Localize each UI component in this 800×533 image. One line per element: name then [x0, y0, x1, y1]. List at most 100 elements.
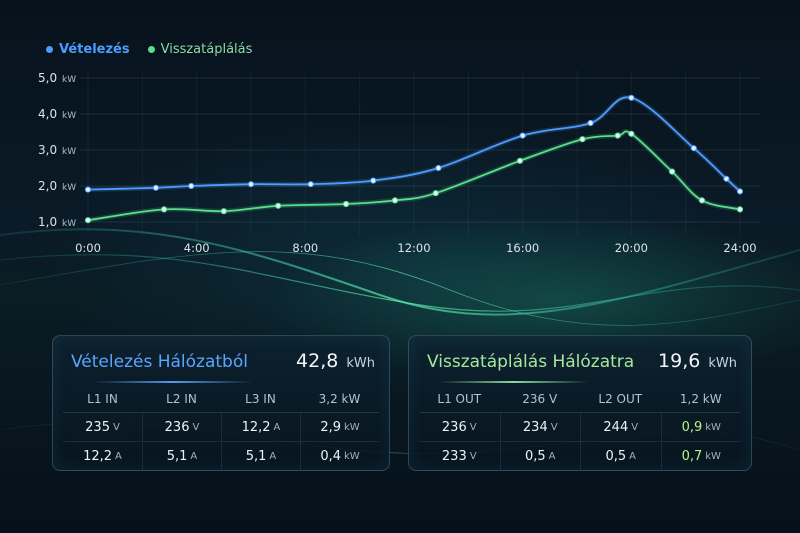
cell-value: 5,1 [166, 448, 188, 464]
series-point-0 [435, 164, 442, 172]
series-point-0 [188, 182, 195, 190]
export-table: L1 OUT 236 V L2 OUT 1,2 kW 236 V 234 V 244 V 0,9 kW… [419, 386, 741, 470]
series-point-1 [614, 132, 621, 139]
series-point-1 [84, 217, 92, 224]
table-cell: 0,7 kW [660, 441, 741, 470]
cell-unit: V [469, 450, 477, 462]
export-panel-header: Visszatáplálás Hálózatra 19,6 kWh [427, 350, 737, 378]
legend-dot-import-icon [46, 46, 53, 53]
series-point-1 [432, 190, 439, 197]
series-point-0 [628, 94, 635, 101]
import-panel-glow [93, 381, 253, 383]
cell-value: 236 [441, 419, 467, 435]
table-cell: 0,5 A [499, 441, 580, 470]
y-tick-unit: kW [62, 75, 76, 85]
cell-unit: A [269, 450, 277, 462]
series-point-0 [723, 175, 730, 182]
series-point-1 [698, 197, 706, 204]
table-header: L2 IN [142, 386, 221, 413]
legend-label-export: Visszatáplálás [160, 42, 253, 57]
chart-legend: Vételezés Visszatáplálás [46, 42, 252, 57]
legend-item-import[interactable]: Vételezés [46, 42, 130, 57]
y-tick-label: 2,0 [38, 179, 57, 193]
table-header: 3,2 kW [300, 386, 379, 413]
series-point-0 [247, 181, 255, 188]
cell-unit: A [190, 450, 198, 462]
import-total: 42,8 kWh [296, 350, 375, 372]
y-axis: 5,0 kW 4,0 kW 3,0 kW 2,0 kW 1,0 kW [38, 71, 76, 229]
y-tick-unit: kW [62, 147, 76, 157]
x-tick-label: 16:00 [506, 241, 539, 255]
table-cell: 234 V [499, 413, 581, 441]
power-chart: 5,0 kW 4,0 kW 3,0 kW 2,0 kW 1,0 kW 0:00 4:00 8:00 12… [38, 70, 760, 255]
table-cell: 0,9 kW [660, 413, 742, 441]
table-cell: 0,5 A [580, 441, 661, 470]
cell-value: 0,7 [681, 448, 703, 464]
cell-value: 244 [603, 419, 629, 435]
series-point-0 [370, 177, 377, 184]
cell-unit: kW [705, 450, 721, 462]
cell-unit: A [548, 450, 556, 462]
y-tick-unit: kW [62, 111, 76, 121]
table-cell: 236 V [142, 413, 221, 441]
cell-unit: V [631, 421, 639, 433]
y-tick-label: 1,0 [38, 215, 57, 229]
series-point-0 [736, 188, 744, 195]
cell-value: 0,5 [605, 448, 627, 464]
legend-dot-export-icon [147, 46, 155, 53]
cell-value: 12,2 [83, 448, 113, 464]
cell-unit: kW [344, 450, 360, 462]
series-point-1 [220, 208, 227, 215]
table-cell: 0,4 kW [300, 441, 379, 470]
table-header: L1 IN [63, 386, 142, 413]
export-panel-glow [439, 381, 589, 383]
table-cell: 5,1 A [221, 441, 300, 470]
table-header: 1,2 kW [660, 386, 741, 413]
series-point-1 [736, 206, 744, 213]
series-point-0 [152, 184, 160, 191]
export-total-unit: kWh [708, 356, 737, 371]
cell-value: 235 [85, 419, 110, 435]
cell-value: 236 [164, 419, 190, 435]
legend-label-import: Vételezés [59, 42, 130, 57]
cell-value: 5,1 [245, 448, 267, 464]
export-panel-title: Visszatáplálás Hálózatra [427, 352, 635, 372]
table-cell: 236 V [419, 413, 500, 441]
cell-unit: V [469, 421, 477, 433]
y-tick-label: 5,0 [38, 71, 57, 85]
chart-series [84, 94, 744, 224]
series-point-1 [391, 197, 399, 204]
series-point-1 [160, 206, 168, 213]
export-total: 19,6 kWh [658, 350, 737, 372]
import-total-unit: kWh [346, 356, 375, 371]
y-tick-unit: kW [62, 219, 76, 229]
table-header: L2 OUT [580, 386, 661, 413]
cell-unit: A [629, 450, 637, 462]
import-panel-title: Vételezés Hálózatból [71, 352, 248, 372]
table-header: 236 V [499, 386, 580, 413]
import-total-value: 42,8 [296, 350, 339, 372]
y-tick-label: 3,0 [38, 143, 57, 157]
legend-item-export[interactable]: Visszatáplálás [147, 42, 253, 57]
series-point-1 [275, 202, 282, 209]
y-tick-unit: kW [62, 183, 76, 193]
cell-value: 12,2 [241, 419, 271, 435]
table-cell: 233 V [419, 441, 500, 470]
cell-unit: V [192, 421, 200, 433]
import-panel: Vételezés Hálózatból 42,8 kWh L1 IN L2 IN… [52, 335, 390, 471]
table-cell: 12,2 A [63, 441, 142, 470]
series-point-0 [307, 181, 314, 188]
cell-value: 0,4 [320, 448, 341, 464]
cell-value: 233 [441, 448, 467, 464]
cell-value: 2,9 [320, 419, 341, 435]
table-cell: 12,2 A [221, 413, 300, 441]
import-panel-header: Vételezés Hálózatból 42,8 kWh [71, 350, 375, 378]
x-tick-label: 4:00 [184, 241, 210, 255]
series-point-1 [579, 136, 586, 143]
x-axis: 0:00 4:00 8:00 12:00 16:00 20:00 24:00 [75, 241, 756, 255]
table-cell: 5,1 A [142, 441, 221, 470]
cell-unit: V [112, 421, 120, 433]
table-header: L1 OUT [419, 386, 500, 413]
cell-value: 0,9 [681, 419, 703, 435]
y-tick-label: 4,0 [38, 107, 57, 121]
